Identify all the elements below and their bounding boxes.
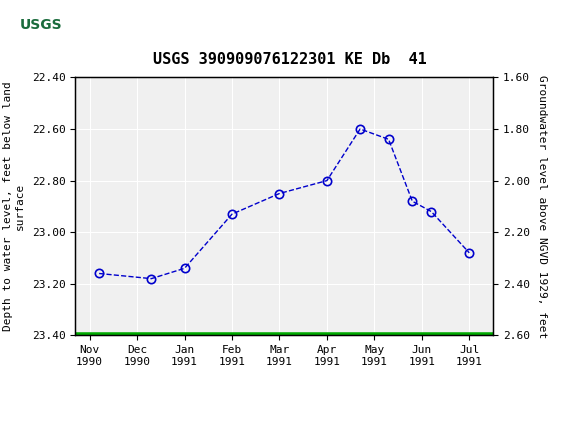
Y-axis label: Depth to water level, feet below land
surface: Depth to water level, feet below land su… <box>3 82 25 331</box>
Y-axis label: Groundwater level above NGVD 1929, feet: Groundwater level above NGVD 1929, feet <box>536 75 547 338</box>
Legend:  <box>285 405 295 415</box>
Text: USGS: USGS <box>19 18 62 32</box>
Text: USGS 390909076122301 KE Db  41: USGS 390909076122301 KE Db 41 <box>153 52 427 67</box>
Text: ≋USGS: ≋USGS <box>12 16 70 35</box>
Bar <box>6 5 75 46</box>
